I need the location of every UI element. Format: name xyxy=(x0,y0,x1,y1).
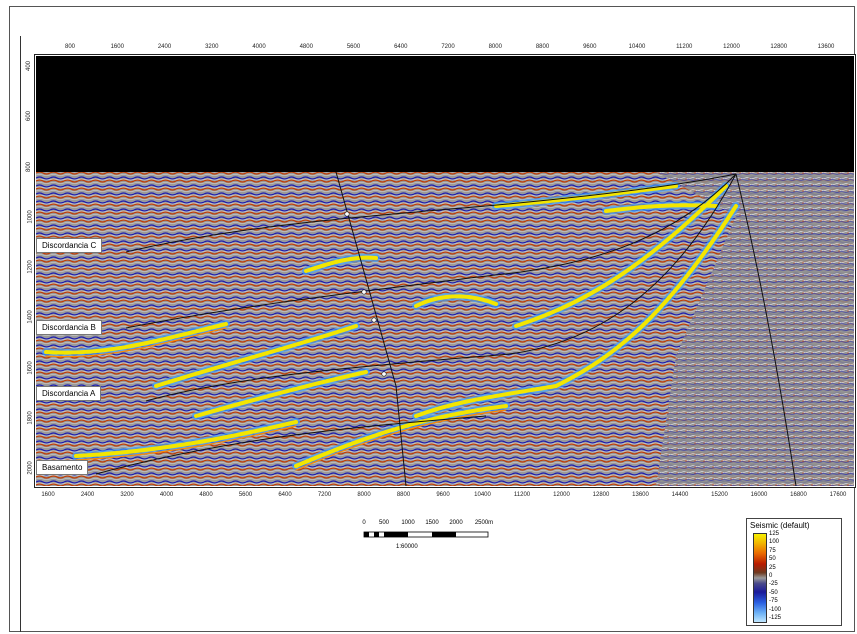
scale-tick: 2500m xyxy=(474,520,494,526)
scale-tick: 0 xyxy=(362,520,366,526)
axis-tick-label: 9600 xyxy=(436,492,450,498)
axis-tick-label: 3200 xyxy=(120,492,134,498)
axis-tick-label: 7200 xyxy=(441,44,455,50)
axis-tick-label: 5600 xyxy=(238,492,253,498)
no-data-region xyxy=(36,56,854,172)
well-markers xyxy=(344,211,387,377)
color-legend: Seismic (default) 125 100 75 50 25 0 -25 -50 -75… xyxy=(746,518,842,626)
axis-tick-label: 5600 xyxy=(346,44,361,50)
axis-tick-label: 800 xyxy=(26,161,33,172)
axis-tick-label: 9600 xyxy=(583,44,597,50)
axis-tick-label: 4000 xyxy=(159,492,174,498)
axis-tick-label: 7200 xyxy=(317,492,332,498)
axis-tick-label: 1600 xyxy=(110,44,124,50)
legend-tick-label: -100 xyxy=(769,606,782,613)
axis-tick-label: 4800 xyxy=(299,44,313,50)
seismic-section xyxy=(36,56,854,486)
axis-tick-label: 600 xyxy=(26,111,33,122)
axis-tick-label: 15200 xyxy=(711,492,728,498)
horizon-label-discordancia-c: Discordancia C xyxy=(36,238,103,253)
scale-tick: 1000 xyxy=(401,520,415,526)
axis-tick-label: 8000 xyxy=(488,44,502,50)
scale-tick: 1500 xyxy=(425,520,439,526)
scale-ratio: 1:60000 xyxy=(396,544,418,550)
scale-bar: 0 500 1000 1500 2000 2500m 1:60000 xyxy=(360,520,500,556)
axis-tick-label: 6400 xyxy=(278,492,292,498)
dome-zone xyxy=(656,172,854,486)
strong-reflectors xyxy=(42,182,740,471)
scale-tick: 2000 xyxy=(449,520,463,526)
legend-tick-label: 0 xyxy=(769,573,773,579)
legend-tick-label: 100 xyxy=(769,539,780,546)
legend-title: Seismic (default) xyxy=(750,521,810,530)
axis-tick-label: 8800 xyxy=(396,492,411,498)
scale-tick: 500 xyxy=(378,520,390,526)
horizon-label-discordancia-a: Discordancia A xyxy=(36,386,102,401)
axis-tick-label: 1600 xyxy=(41,492,55,498)
axis-tick-label: 13600 xyxy=(817,44,835,50)
axis-tick-label: 17600 xyxy=(829,492,847,498)
legend-tick-label: -125 xyxy=(769,615,782,621)
axis-tick-label: 800 xyxy=(64,44,76,50)
legend-tick-label: 75 xyxy=(769,547,776,554)
legend-colorbar xyxy=(753,533,767,623)
axis-tick-label: 8000 xyxy=(357,492,371,498)
legend-tick-label: -50 xyxy=(769,589,778,596)
axis-tick-label: 16800 xyxy=(790,492,807,498)
axis-tick-label: 1800 xyxy=(27,411,34,425)
horizon-label-discordancia-b: Discordancia B xyxy=(36,320,102,335)
horizon-label-basamento: Basamento xyxy=(36,460,89,475)
axis-tick-label: 1200 xyxy=(27,260,34,274)
axis-tick-label: 3200 xyxy=(205,44,219,50)
interpreted-horizons xyxy=(95,171,797,486)
axis-tick-label: 12800 xyxy=(770,44,788,50)
axis-tick-label: 2400 xyxy=(80,492,95,498)
legend-tick-label: 125 xyxy=(769,531,780,537)
axis-tick-label: 2000 xyxy=(27,461,34,475)
legend-tick-label: -25 xyxy=(769,581,778,588)
axis-tick-label: 12000 xyxy=(723,44,740,50)
axis-tick-label: 2400 xyxy=(157,44,172,50)
legend-tick-label: -75 xyxy=(769,598,778,605)
axis-tick-label: 12800 xyxy=(592,492,610,498)
axis-tick-label: 4000 xyxy=(252,44,266,50)
axis-tick-label: 400 xyxy=(26,60,33,72)
axis-tick-label: 8800 xyxy=(535,44,550,50)
axis-tick-label: 1000 xyxy=(27,210,34,224)
axis-tick-label: 10400 xyxy=(474,492,491,498)
axis-tick-label: 13600 xyxy=(632,492,649,498)
axis-tick-label: 10400 xyxy=(628,44,646,50)
axis-tick-label: 11200 xyxy=(676,44,693,50)
axis-tick-label: 11200 xyxy=(513,492,531,498)
frame-divider xyxy=(20,36,21,632)
scale-bar-graphic xyxy=(363,531,489,538)
axis-tick-label: 12000 xyxy=(553,492,570,498)
legend-tick-label: 25 xyxy=(769,564,776,571)
axis-tick-label: 4800 xyxy=(199,492,213,498)
legend-tick-label: 50 xyxy=(769,556,776,563)
axis-tick-label: 1400 xyxy=(27,310,34,324)
axis-tick-label: 14400 xyxy=(671,492,689,498)
axis-tick-label: 16000 xyxy=(750,492,768,498)
axis-tick-label: 1600 xyxy=(27,360,34,375)
axis-tick-label: 6400 xyxy=(394,44,408,50)
